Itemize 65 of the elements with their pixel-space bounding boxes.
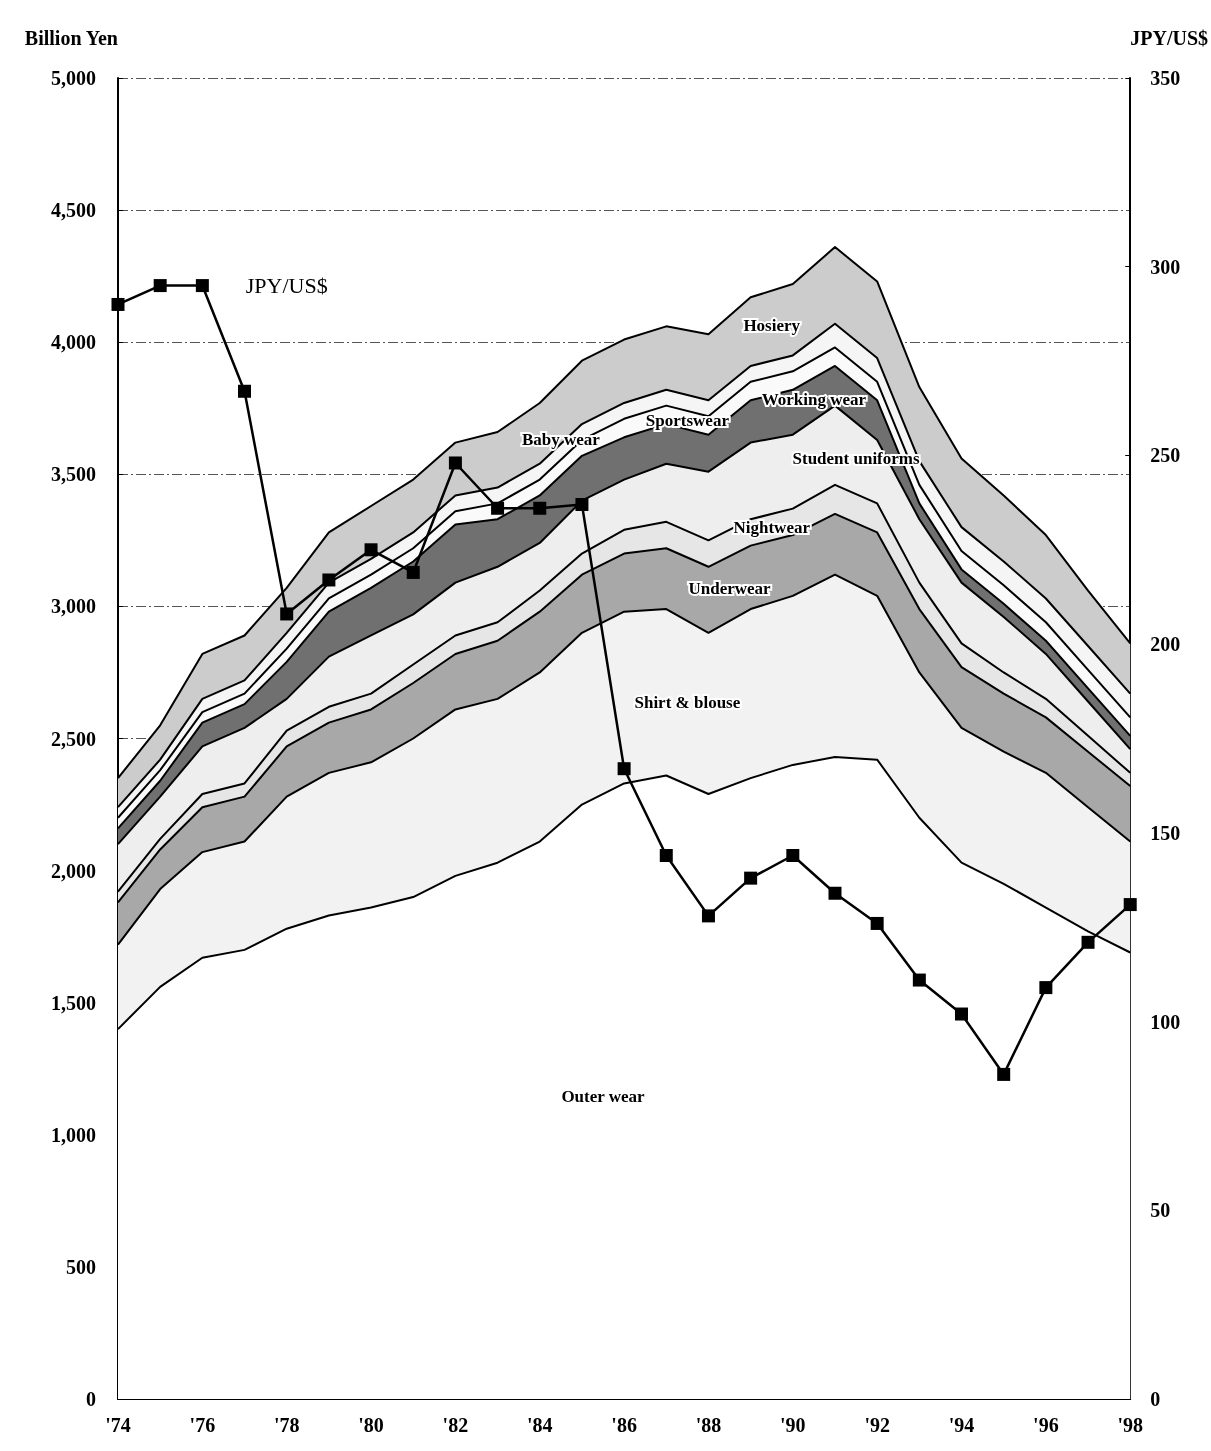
- x-tick-label: '98: [1117, 1414, 1143, 1436]
- y-tick-label: 2,000: [51, 859, 96, 882]
- series-label: JPY/US$: [245, 273, 328, 299]
- y-tick-label: 3,500: [51, 463, 96, 486]
- point: [238, 384, 252, 398]
- point: [912, 973, 926, 987]
- point: [280, 607, 294, 621]
- y-tick-label: 500: [66, 1255, 96, 1278]
- x-tick-label: '74: [105, 1414, 131, 1436]
- point: [1123, 898, 1137, 912]
- series-label: Shirt & blouse: [634, 693, 741, 713]
- point: [828, 886, 842, 900]
- x-tick-label: '82: [442, 1414, 469, 1436]
- point: [153, 279, 167, 293]
- series-label: Hosiery: [743, 316, 801, 336]
- point: [575, 497, 589, 511]
- point: [659, 849, 673, 862]
- x-tick-label: '88: [695, 1414, 722, 1436]
- point: [491, 501, 505, 515]
- y2-tick-label: 200: [1150, 633, 1181, 656]
- y2-tick-label: 300: [1150, 255, 1181, 278]
- y-tick-label: 0: [86, 1388, 96, 1410]
- y2-tick-label: 0: [1150, 1388, 1161, 1410]
- series-label: Underwear: [688, 579, 772, 599]
- y-tick-label: 5,000: [51, 67, 96, 89]
- y2-tick-label: 350: [1150, 67, 1181, 89]
- point: [617, 762, 631, 776]
- y-tick-label: 1,500: [51, 991, 96, 1014]
- point: [364, 543, 378, 557]
- point: [997, 1067, 1011, 1081]
- point: [701, 909, 715, 923]
- point: [870, 916, 884, 930]
- x-tick-label: '90: [780, 1414, 806, 1436]
- y2-tick-label: 100: [1150, 1010, 1181, 1033]
- y2-tick-label: 150: [1150, 821, 1181, 844]
- x-tick-label: '78: [273, 1414, 300, 1436]
- x-tick-label: '86: [611, 1414, 637, 1436]
- x-tick-label: '76: [189, 1414, 216, 1436]
- point: [195, 279, 209, 293]
- x-tick-label: '94: [948, 1414, 975, 1436]
- y-axis-title: Billion Yen: [24, 27, 118, 49]
- point: [406, 565, 420, 579]
- series-label: Working wear: [761, 389, 867, 409]
- y2-tick-label: 250: [1150, 444, 1181, 467]
- y-tick-label: 1,000: [51, 1123, 96, 1146]
- series-label: Outer wear: [561, 1086, 646, 1106]
- y-tick-label: 4,000: [51, 331, 96, 354]
- point: [111, 297, 125, 311]
- y2-axis-title: JPY/US$: [1130, 27, 1209, 49]
- y-tick-label: 3,000: [51, 595, 96, 618]
- point: [955, 1007, 969, 1021]
- point: [533, 501, 547, 515]
- y-tick-label: 2,500: [51, 727, 96, 750]
- point: [448, 456, 462, 470]
- x-tick-label: '84: [526, 1414, 553, 1436]
- point: [744, 871, 758, 885]
- point: [322, 573, 336, 587]
- x-tick-label: '96: [1033, 1414, 1059, 1436]
- y-tick-label: 4,500: [51, 199, 96, 222]
- y2-tick-label: 50: [1150, 1199, 1171, 1222]
- point: [1081, 935, 1095, 949]
- x-tick-label: '92: [864, 1414, 890, 1436]
- point: [786, 849, 800, 862]
- x-tick-label: '80: [358, 1414, 384, 1436]
- point: [1039, 981, 1053, 995]
